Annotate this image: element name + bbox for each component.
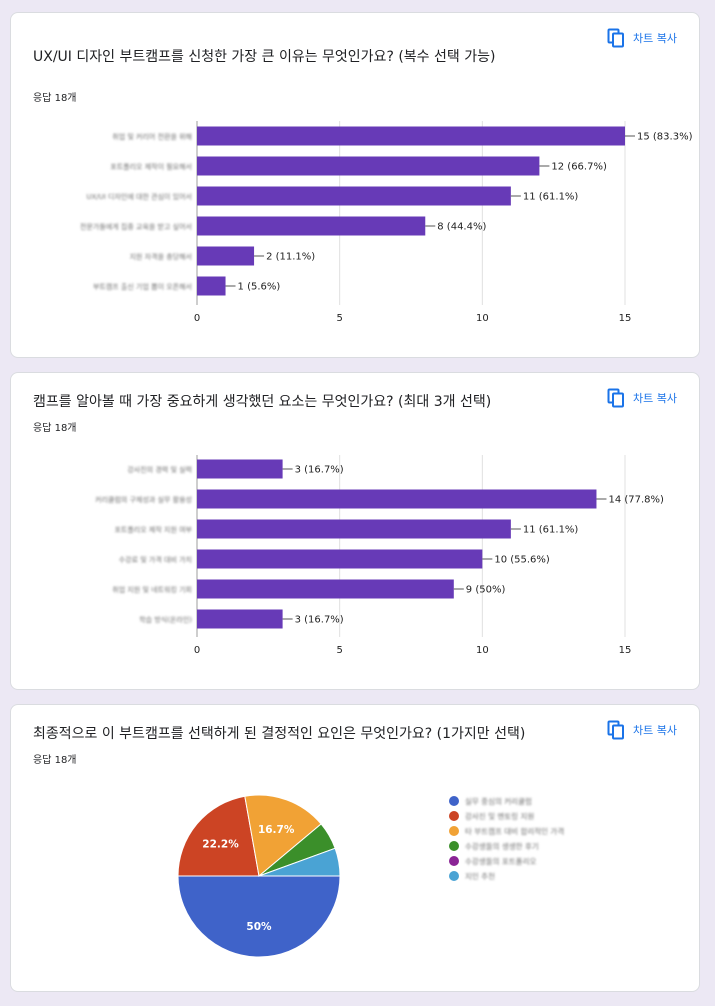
copy-chart-button[interactable]: 차트 복사 (607, 28, 677, 48)
category-label: 전문가들에게 집중 교육을 받고 싶어서 (80, 222, 192, 231)
bar (197, 276, 226, 296)
category-label: 부트캠프 출신 기업 뽑이 오픈해서 (93, 282, 192, 291)
bar (197, 489, 597, 509)
pie-slice (244, 794, 322, 877)
data-label: 11 (61.1%) (523, 525, 579, 536)
category-label: 포트폴리오 제작이 필요해서 (110, 162, 192, 171)
x-tick-label: 5 (336, 313, 342, 324)
x-tick-label: 10 (476, 645, 489, 656)
data-label: 3 (16.7%) (295, 465, 344, 476)
slice-label: 22.2% (202, 839, 239, 851)
copy-chart-button[interactable]: 차트 복사 (607, 388, 677, 408)
x-tick-label: 0 (194, 645, 200, 656)
bar-chart: 0 5 10 15 취업 및 커리어 전환을 위해 15 (83.3%) 포트폴리오 제작이… (80, 121, 693, 324)
bar (197, 579, 454, 599)
response-count: 응답 18개 (33, 423, 77, 434)
legend-label: 지인 추천 (465, 871, 495, 881)
legend-label: 수강생들의 포트폴리오 (465, 856, 536, 866)
data-label: 1 (5.6%) (238, 282, 281, 293)
question-title: 최종적으로 이 부트캠프를 선택하게 된 결정적인 요인은 무엇인가요? (1가… (33, 726, 526, 742)
data-label: 12 (66.7%) (551, 162, 607, 173)
legend-marker (449, 796, 459, 806)
bar (197, 186, 511, 206)
chart-card-2: 캠프를 알아볼 때 가장 중요하게 생각했던 요소는 무엇인가요? (최대 3개… (10, 372, 700, 690)
response-count: 응답 18개 (33, 755, 77, 766)
data-label: 3 (16.7%) (295, 615, 344, 626)
x-tick-label: 10 (476, 313, 489, 324)
response-count: 응답 18개 (33, 93, 77, 104)
legend-marker (449, 811, 459, 821)
question-title: 캠프를 알아볼 때 가장 중요하게 생각했던 요소는 무엇인가요? (최대 3개… (33, 394, 492, 410)
pie-slice (258, 847, 341, 877)
data-label: 11 (61.1%) (523, 192, 579, 203)
data-label: 8 (44.4%) (437, 222, 486, 233)
category-label: 포트폴리오 제작 지원 여부 (114, 525, 192, 534)
x-tick-label: 15 (619, 313, 632, 324)
legend-marker (449, 871, 459, 881)
bar (197, 246, 255, 266)
category-label: 강사진의 경력 및 실력 (127, 465, 192, 474)
bar (197, 609, 283, 629)
copy-icon (607, 720, 625, 740)
legend-marker (449, 856, 459, 866)
category-label: 수강료 및 가격 대비 가치 (119, 555, 192, 564)
x-tick-label: 5 (336, 645, 342, 656)
chart-card-1: UX/UI 디자인 부트캠프를 신청한 가장 큰 이유는 무엇인가요? (복수 … (10, 12, 700, 358)
copy-chart-label: 차트 복사 (633, 32, 677, 45)
data-label: 2 (11.1%) (266, 252, 315, 263)
category-label: 커리큘럼의 구체성과 실무 활용성 (95, 495, 192, 504)
category-label: UX/UI 디자인에 대한 관심이 있어서 (86, 192, 192, 201)
legend-label: 수강생들의 생생한 후기 (465, 841, 539, 851)
slice-label: 16.7% (258, 824, 295, 836)
bar-chart: 0 5 10 15 강사진의 경력 및 실력 3 (16.7%) 커리큘럼의 구체성과 실무… (95, 455, 664, 656)
bar (197, 519, 511, 539)
category-label: 지원 자격을 충당해서 (130, 252, 192, 261)
bar (197, 216, 426, 236)
copy-icon (607, 388, 625, 408)
x-tick-label: 15 (619, 645, 632, 656)
legend-label: 타 부트캠프 대비 합리적인 가격 (465, 826, 564, 836)
question-title: UX/UI 디자인 부트캠프를 신청한 가장 큰 이유는 무엇인가요? (복수 … (33, 49, 496, 65)
category-label: 학습 방식(온라인) (139, 615, 192, 624)
data-label: 9 (50%) (466, 585, 506, 596)
bar (197, 549, 483, 569)
pie-slice (177, 795, 260, 877)
copy-icon (607, 28, 625, 48)
chart-card-3: 최종적으로 이 부트캠프를 선택하게 된 결정적인 요인은 무엇인가요? (1가… (10, 704, 700, 992)
data-label: 15 (83.3%) (637, 132, 693, 143)
x-tick-label: 0 (194, 313, 200, 324)
data-label: 14 (77.8%) (608, 495, 664, 506)
data-label: 10 (55.6%) (494, 555, 550, 566)
slice-label: 50% (246, 921, 272, 933)
legend-marker (449, 826, 459, 836)
bar (197, 126, 625, 146)
pie-slice (177, 875, 341, 958)
legend-label: 실무 중심의 커리큘럼 (465, 796, 532, 806)
copy-chart-button[interactable]: 차트 복사 (607, 720, 677, 740)
legend-label: 강사진 및 멘토링 지원 (465, 811, 534, 821)
bar (197, 459, 283, 479)
category-label: 취업 및 커리어 전환을 위해 (112, 132, 192, 141)
copy-chart-label: 차트 복사 (633, 724, 677, 737)
legend-marker (449, 841, 459, 851)
bar (197, 156, 540, 176)
category-label: 취업 지원 및 네트워킹 기회 (112, 585, 192, 594)
copy-chart-label: 차트 복사 (633, 392, 677, 405)
